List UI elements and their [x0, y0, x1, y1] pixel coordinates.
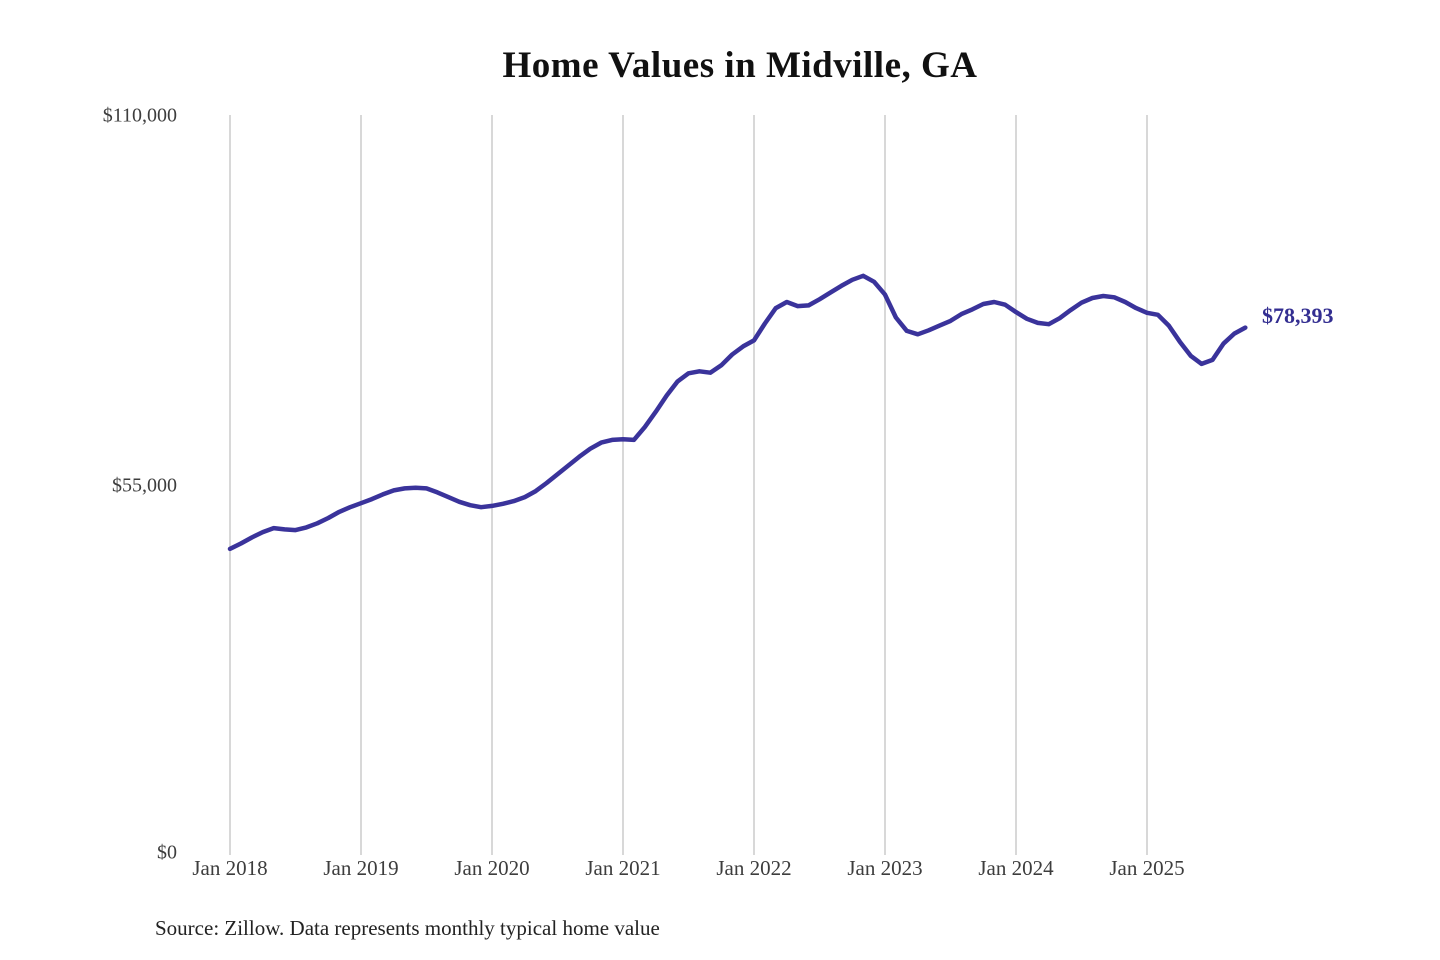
x-tick-label-jan-2018: Jan 2018 [192, 856, 268, 880]
y-tick-label-0: $0 [157, 841, 177, 864]
home-value-trend-line [227, 273, 1248, 552]
y-tick-label-110000: $110,000 [102, 104, 177, 127]
x-tick-label-jan-2019: Jan 2019 [323, 856, 399, 880]
x-tick-label-jan-2021: Jan 2021 [585, 856, 661, 880]
latest-value-annotation: $78,393 [1262, 303, 1334, 328]
y-tick-label-55000: $55,000 [112, 474, 177, 497]
vertical-gridlines [229, 115, 1148, 855]
x-tick-label-jan-2023: Jan 2023 [847, 856, 923, 880]
x-tick-label-jan-2024: Jan 2024 [978, 856, 1054, 880]
x-tick-label-jan-2020: Jan 2020 [454, 856, 530, 880]
x-tick-label-jan-2022: Jan 2022 [716, 856, 792, 880]
x-tick-label-jan-2025: Jan 2025 [1109, 856, 1185, 880]
chart-title: Home Values in Midville, GA [502, 45, 978, 86]
source-attribution: Source: Zillow. Data represents monthly … [155, 916, 660, 940]
